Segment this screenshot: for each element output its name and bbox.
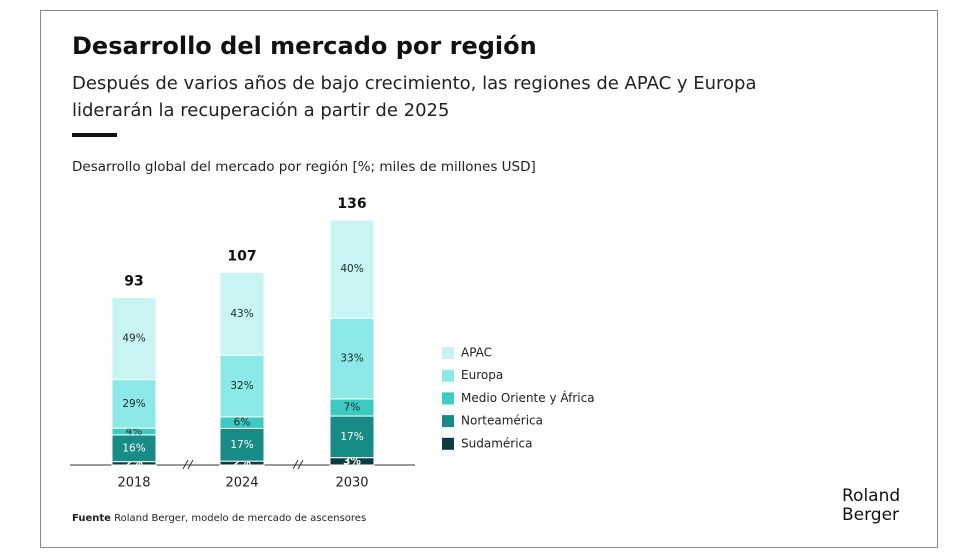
value-label: 16% xyxy=(122,442,145,454)
value-label: 40% xyxy=(340,263,363,275)
value-label: 43% xyxy=(230,308,253,320)
frame xyxy=(40,10,938,548)
legend-swatch xyxy=(442,415,454,428)
value-label: 6% xyxy=(234,417,251,429)
rule xyxy=(72,133,117,137)
legend-label: Sudamérica xyxy=(461,436,532,450)
value-label: 7% xyxy=(344,401,361,413)
bar-segment xyxy=(329,219,375,319)
source-label: Fuente xyxy=(72,513,111,524)
source-text: Roland Berger, modelo de mercado de asce… xyxy=(114,513,367,524)
category-label: 2018 xyxy=(117,476,150,491)
legend-swatch xyxy=(442,347,454,359)
legend-label: Norteamérica xyxy=(461,414,543,428)
total-label: 93 xyxy=(124,274,143,290)
legend-swatch xyxy=(442,437,454,450)
bar-segment xyxy=(329,317,375,400)
category-label: 2024 xyxy=(225,476,258,491)
value-label: 32% xyxy=(230,380,253,392)
value-label: 29% xyxy=(122,398,145,410)
brand: Roland Berger xyxy=(842,487,900,525)
axis-break xyxy=(182,459,304,470)
legend-label: Medio Oriente y África xyxy=(461,390,595,405)
legend-label: APAC xyxy=(461,346,492,360)
legend-swatch xyxy=(442,369,454,382)
title: Desarrollo del mercado por región xyxy=(72,32,537,60)
value-label: 3% xyxy=(343,455,361,467)
total-label: 136 xyxy=(337,196,366,212)
legend-swatch xyxy=(442,392,454,405)
legend-label: Europa xyxy=(461,368,503,382)
brand-line: Roland xyxy=(842,486,901,506)
chart-label: Desarrollo global del mercado por región… xyxy=(72,159,536,175)
source: Fuente Roland Berger, modelo de mercado … xyxy=(72,513,366,524)
value-label: 49% xyxy=(122,333,145,345)
value-label: 17% xyxy=(230,439,253,451)
brand-line: Berger xyxy=(842,505,900,525)
bar-segment xyxy=(329,415,375,459)
bar-segment xyxy=(111,297,157,381)
total-label: 107 xyxy=(227,248,256,264)
subtitle: Después de varios años de bajo crecimien… xyxy=(72,73,757,121)
bar-segment xyxy=(219,427,265,462)
value-label: 17% xyxy=(340,431,363,443)
category-label: 2030 xyxy=(335,476,368,491)
value-label: 33% xyxy=(340,353,363,365)
bar-segment xyxy=(111,379,157,429)
bar-segment xyxy=(219,271,265,356)
